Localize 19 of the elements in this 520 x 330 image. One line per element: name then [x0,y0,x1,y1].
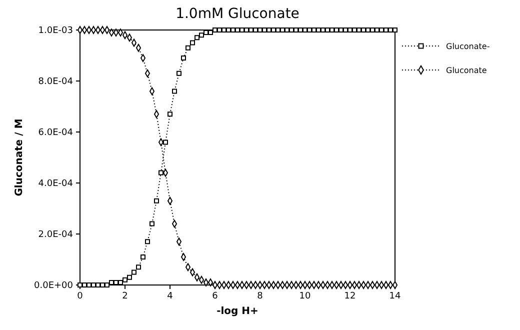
x-tick-label: 6 [212,291,218,302]
x-tick-label: 4 [167,291,174,302]
x-tick-label: 12 [344,291,356,302]
x-axis-title: -log H+ [216,306,258,317]
chart-title: 1.0mM Gluconate [176,6,300,22]
y-tick-label: 0.0E+00 [34,280,74,291]
y-tick-label: 6.0E-04 [38,128,74,138]
x-tick-label: 0 [77,291,84,302]
x-tick-label: 14 [389,291,401,302]
y-tick-label: 1.0E-03 [38,26,73,36]
legend-label: Gluconate [446,66,487,75]
y-tick-label: 2.0E-04 [38,230,74,240]
y-tick-label: 4.0E-04 [38,178,74,189]
x-tick-label: 10 [299,291,311,302]
y-axis-title: Gluconate / M [14,118,25,196]
x-tick-label: 2 [122,291,128,302]
y-tick-label: 8.0E-04 [38,76,74,87]
legend-label: Gluconate- [446,42,490,51]
x-tick-label: 8 [257,291,264,302]
